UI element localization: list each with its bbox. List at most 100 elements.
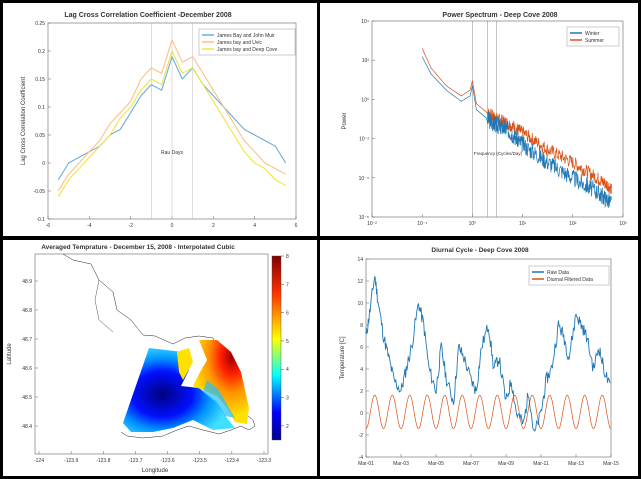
chart3-xtick-label: -123.9 — [64, 458, 78, 464]
chart1-ytick-label: -0.05 — [34, 189, 46, 195]
legend2-label-0: Winter — [585, 31, 600, 37]
chart2-ytick-label: 10⁻⁶ — [359, 215, 369, 221]
chart4-ytick-label: -4 — [359, 455, 364, 461]
chart2-ytick-label: 10⁻² — [359, 137, 369, 143]
chart2-series-line-1 — [421, 48, 612, 194]
chart1-ytick-label: 0.1 — [38, 105, 45, 111]
chart1-xtick-label: 2 — [212, 223, 215, 229]
chart4-legend: Raw Data Diurnal Filtered Data — [528, 265, 610, 286]
chart-temperature-map: Averaged Temprature - December 15, 2008 … — [7, 244, 289, 474]
chart3-xtick-label: -124 — [34, 458, 44, 464]
chart1-xtick-label: 0 — [171, 223, 174, 229]
chart4-ytick-label: -2 — [359, 433, 364, 439]
legend4-label-1: Diurnal Filtered Data — [547, 277, 593, 283]
chart1-xlabel: Rau Days — [161, 150, 183, 156]
chart-lag-correlation: Lag Cross Correlation Coefficient -Decem… — [21, 12, 298, 229]
chart2-xtick-label: 10² — [569, 221, 577, 227]
chart1-series-line-1 — [57, 39, 286, 192]
chart1-xtick-label: 6 — [295, 223, 298, 229]
chart2-xlabel: Frequency (Cycles/Day) — [474, 151, 523, 156]
chart4-xtick-label: Mar-13 — [568, 461, 584, 467]
chart4-title: Diurnal Cycle - Deep Cove 2008 — [431, 247, 529, 254]
chart4-series-line-0 — [365, 276, 611, 432]
chart2-xtick-label: 10³ — [619, 221, 627, 227]
legend2-label-1: Summer — [585, 38, 604, 44]
chart3-ytick-label: 48.6 — [22, 366, 32, 372]
chart-power-spectrum: Power Spectrum - Deep Cove 2008 10⁻² 10⁻¹… — [342, 12, 627, 227]
chart1-xtick-label: -4 — [87, 223, 92, 229]
chart1-xtick-label: -2 — [128, 223, 133, 229]
chart4-ytick-label: 10 — [357, 301, 363, 307]
legend1-label-2: James bay and Deep Cove — [217, 47, 278, 53]
chart3-ylabel: Latitude — [7, 343, 13, 365]
chart1-xtick-label: 4 — [253, 223, 256, 229]
chart1-series-line-0 — [57, 56, 287, 181]
legend1-label-1: James bay and Uvic — [217, 40, 263, 46]
chart4-xtick-label: Mar-01 — [358, 461, 374, 467]
chart4-xtick-label: Mar-11 — [533, 461, 549, 467]
chart1-ytick-label: 0.25 — [35, 21, 45, 27]
chart3-xtick-label: -123.4 — [225, 458, 239, 464]
chart1-xtick-label: -6 — [46, 223, 51, 229]
chart4-ytick-label: 0 — [360, 411, 363, 417]
chart4-ytick-label: 4 — [360, 367, 363, 373]
chart3-xtick-label: -123.8 — [96, 458, 110, 464]
chart3-xtick-label: -123.5 — [193, 458, 207, 464]
panel-temperature-map: Averaged Temprature - December 15, 2008 … — [3, 240, 317, 476]
chart4-xtick-label: Mar-09 — [498, 461, 514, 467]
chart3-ytick-label: 48.8 — [22, 308, 32, 314]
chart3-xtick-label: -123.3 — [257, 458, 271, 464]
chart1-title: Lag Cross Correlation Coefficient -Decem… — [64, 12, 231, 19]
panel-power-spectrum: Power Spectrum - Deep Cove 2008 10⁻² 10⁻¹… — [320, 3, 638, 236]
chart3-xlabel: Longitude — [142, 468, 169, 474]
chart3-xtick-label: -123.7 — [128, 458, 142, 464]
chart2-ylabel: Power — [342, 112, 348, 129]
chart2-xtick-label: 10⁰ — [469, 221, 477, 227]
chart2-title: Power Spectrum - Deep Cove 2008 — [442, 12, 557, 19]
colorbar-tick-label: 3 — [286, 396, 289, 402]
chart1-ylabel: Lag Cross Correlation Coefficient — [21, 77, 27, 166]
colorbar-tick-label: 4 — [286, 367, 289, 373]
chart2-ytick-label: 10⁰ — [361, 97, 369, 103]
colorbar-tick-label: 2 — [286, 424, 289, 430]
chart4-ytick-label: 8 — [360, 323, 363, 329]
chart3-ytick-label: 48.7 — [22, 337, 32, 343]
legend4-label-0: Raw Data — [547, 270, 569, 276]
temperature-field-red — [193, 340, 249, 424]
chart4-xtick-label: Mar-03 — [393, 461, 409, 467]
chart3-ytick-label: 48.5 — [22, 395, 32, 401]
colorbar-tick-label: 8 — [286, 254, 289, 260]
chart3-ytick-label: 48.9 — [22, 279, 32, 285]
chart2-legend: Winter Summer — [566, 26, 620, 47]
chart3-title: Averaged Temprature - December 15, 2008 … — [41, 244, 235, 251]
chart1-ytick-label: 0 — [42, 161, 45, 167]
chart4-ytick-label: 2 — [360, 389, 363, 395]
chart1-ytick-label: 0.05 — [35, 133, 45, 139]
temperature-field-yellow — [177, 348, 193, 380]
chart1-ytick-label: 0.15 — [35, 77, 45, 83]
chart4-axes-box — [365, 258, 612, 458]
chart4-ytick-label: 12 — [357, 279, 363, 285]
chart2-axes-box — [371, 20, 624, 218]
panel-diurnal-cycle: Diurnal Cycle - Deep Cove 2008 Mar-01 Mar… — [320, 240, 638, 476]
chart-diurnal-cycle: Diurnal Cycle - Deep Cove 2008 Mar-01 Mar… — [340, 247, 619, 467]
chart1-ytick-label: -0.1 — [36, 217, 45, 223]
chart1-series-line-2 — [57, 50, 286, 197]
chart2-series-line-0 — [421, 56, 612, 209]
chart2-ytick-label: 10⁴ — [361, 19, 369, 25]
chart3-xtick-label: -123.6 — [160, 458, 174, 464]
chart4-ylabel: Temperature [C] — [340, 336, 346, 379]
panel-lag-correlation: Lag Cross Correlation Coefficient -Decem… — [3, 3, 317, 236]
colorbar-tick-label: 6 — [286, 311, 289, 317]
chart4-xtick-label: Mar-15 — [603, 461, 619, 467]
chart2-xtick-label: 10⁻¹ — [417, 221, 427, 227]
chart2-ytick-label: 10⁻⁴ — [359, 176, 369, 182]
chart3-ytick-label: 48.4 — [22, 424, 32, 430]
chart4-xtick-label: Mar-07 — [463, 461, 479, 467]
chart1-ytick-label: 0.2 — [38, 49, 45, 55]
chart2-xtick-label: 10¹ — [519, 221, 527, 227]
colorbar-tick-label: 7 — [286, 282, 289, 288]
chart2-ytick-label: 10² — [362, 58, 370, 64]
legend1-label-0: James Bay and John Muir — [217, 33, 275, 39]
colorbar — [271, 255, 282, 441]
